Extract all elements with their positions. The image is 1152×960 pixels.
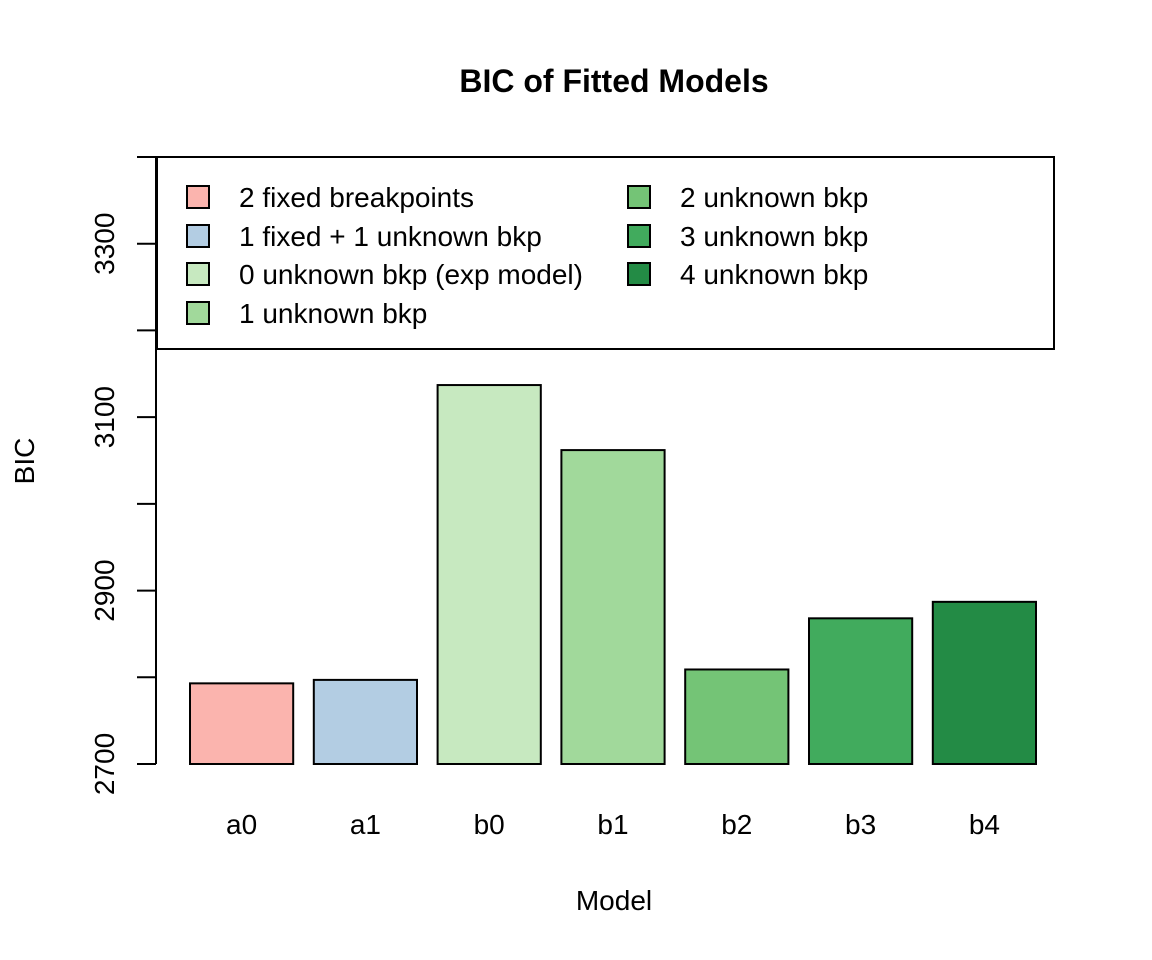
y-tick-label-2700: 2700	[89, 733, 120, 795]
chart-title: BIC of Fitted Models	[459, 63, 768, 99]
bars-group	[189, 384, 1037, 766]
x-tick-label-b1: b1	[597, 809, 628, 840]
legend-swatch-4	[186, 301, 210, 325]
legend-box	[156, 156, 1055, 350]
legend-label-1: 2 fixed breakpoints	[239, 182, 474, 213]
legend-swatch-5	[627, 185, 651, 209]
x-tick-label-b2: b2	[721, 809, 752, 840]
bar-a1	[312, 678, 418, 765]
bar-b1	[560, 449, 666, 765]
x-tick-label-b3: b3	[845, 809, 876, 840]
legend-swatch-6	[627, 224, 651, 248]
bar-b0	[436, 384, 542, 765]
x-tick-label-a0: a0	[226, 809, 257, 840]
y-axis: 2700 2900 3100 3300	[89, 156, 157, 795]
y-tick-label-2900: 2900	[89, 559, 120, 621]
legend-label-5: 2 unknown bkp	[680, 182, 868, 213]
x-tick-label-b4: b4	[969, 809, 1000, 840]
legend-swatch-2	[186, 224, 210, 248]
x-tick-label-b0: b0	[474, 809, 505, 840]
bar-b3	[808, 617, 914, 765]
y-tick-label-3300: 3300	[89, 213, 120, 275]
legend-label-4: 1 unknown bkp	[239, 298, 427, 329]
y-tick-label-3100: 3100	[89, 386, 120, 448]
bar-b2	[684, 668, 790, 766]
x-tick-label-a1: a1	[350, 809, 381, 840]
legend-swatch-7	[627, 262, 651, 286]
y-axis-label: BIC	[9, 438, 40, 485]
x-axis-tick-labels: a0 a1 b0 b1 b2 b3 b4	[226, 809, 1000, 840]
legend: 2 fixed breakpoints 1 fixed + 1 unknown b…	[156, 156, 1055, 350]
bar-a0	[189, 682, 295, 765]
legend-swatch-3	[186, 262, 210, 286]
x-axis-label: Model	[576, 885, 652, 916]
legend-label-6: 3 unknown bkp	[680, 221, 868, 252]
legend-label-7: 4 unknown bkp	[680, 259, 868, 290]
legend-label-3: 0 unknown bkp (exp model)	[239, 259, 583, 290]
legend-swatch-1	[186, 185, 210, 209]
bar-b4	[931, 600, 1037, 766]
legend-label-2: 1 fixed + 1 unknown bkp	[239, 221, 542, 252]
